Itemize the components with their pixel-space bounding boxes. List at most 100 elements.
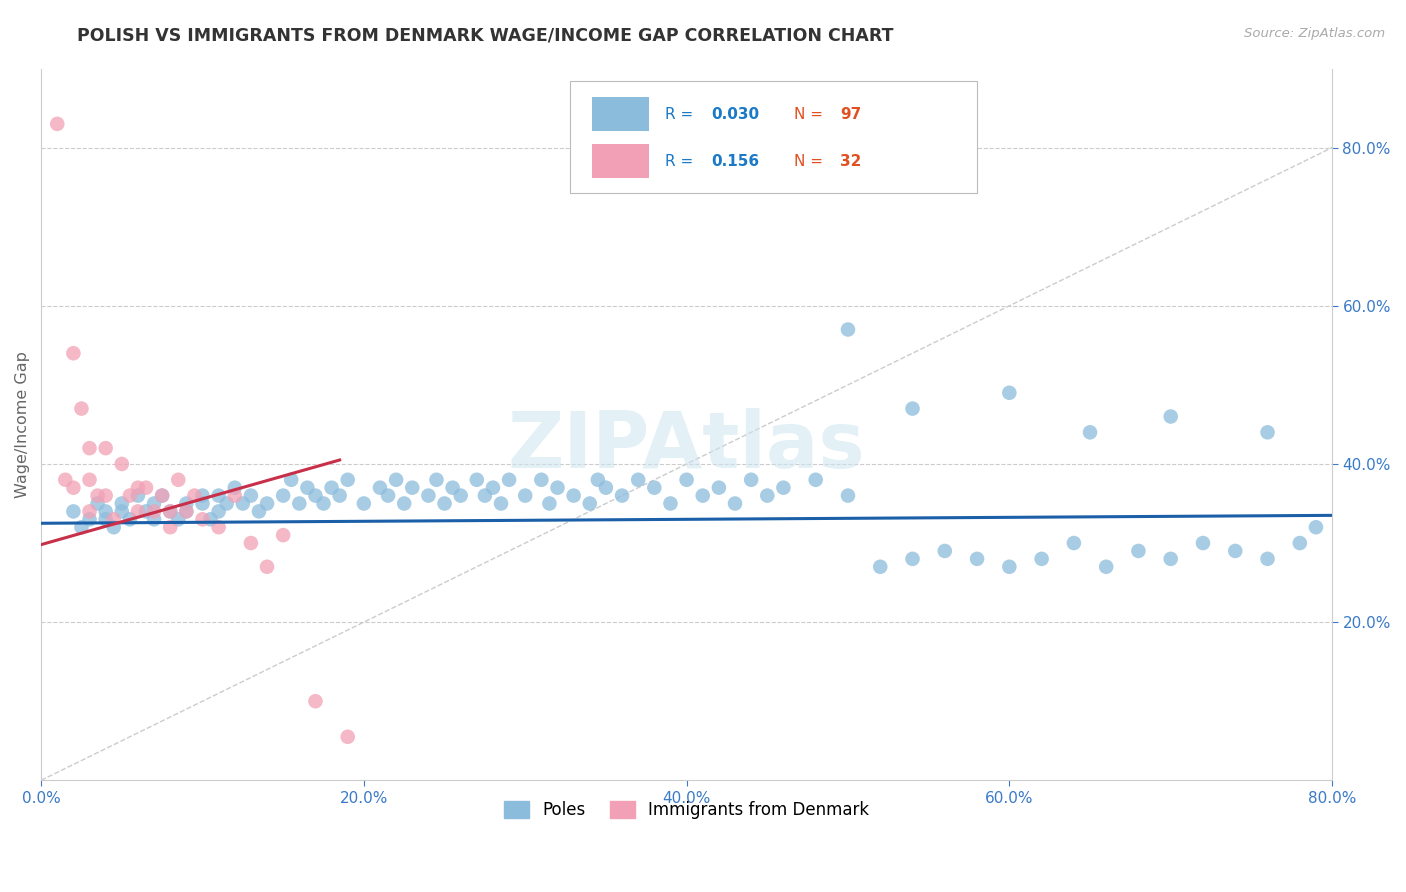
Point: [127, 504, 149, 518]
Point: [998, 559, 1021, 574]
Point: [118, 489, 141, 503]
Point: [127, 481, 149, 495]
Point: [321, 481, 343, 495]
Text: Source: ZipAtlas.com: Source: ZipAtlas.com: [1244, 27, 1385, 40]
Point: [207, 520, 229, 534]
Point: [79, 473, 101, 487]
Point: [515, 489, 537, 503]
Point: [280, 473, 302, 487]
Point: [215, 496, 238, 510]
Point: [707, 481, 730, 495]
Point: [329, 489, 352, 503]
Point: [1257, 552, 1279, 566]
Point: [425, 473, 447, 487]
Point: [135, 504, 157, 518]
Point: [127, 489, 149, 503]
Point: [150, 489, 173, 503]
Text: N =: N =: [794, 153, 828, 169]
Point: [207, 489, 229, 503]
Point: [143, 512, 166, 526]
Point: [377, 489, 399, 503]
Point: [1031, 552, 1053, 566]
Y-axis label: Wage/Income Gap: Wage/Income Gap: [15, 351, 30, 498]
Point: [433, 496, 456, 510]
Point: [772, 481, 794, 495]
Point: [336, 473, 359, 487]
Point: [94, 512, 117, 526]
Point: [135, 481, 157, 495]
Point: [643, 481, 665, 495]
Point: [578, 496, 600, 510]
Point: [441, 481, 464, 495]
Point: [79, 512, 101, 526]
Point: [159, 504, 181, 518]
Point: [530, 473, 553, 487]
Text: R =: R =: [665, 106, 697, 121]
Point: [966, 552, 988, 566]
Point: [482, 481, 505, 495]
Point: [103, 520, 125, 534]
Legend: Poles, Immigrants from Denmark: Poles, Immigrants from Denmark: [496, 794, 876, 825]
Point: [191, 512, 214, 526]
Point: [837, 489, 859, 503]
Text: R =: R =: [665, 153, 697, 169]
Point: [288, 496, 311, 510]
Point: [385, 473, 408, 487]
Point: [159, 504, 181, 518]
Point: [756, 489, 779, 503]
Point: [232, 496, 254, 510]
Point: [659, 496, 682, 510]
Point: [392, 496, 415, 510]
Point: [94, 441, 117, 455]
Point: [562, 489, 585, 503]
Point: [692, 489, 714, 503]
Point: [79, 504, 101, 518]
Point: [1288, 536, 1310, 550]
Point: [191, 489, 214, 503]
Point: [176, 496, 198, 510]
Point: [176, 504, 198, 518]
Point: [998, 385, 1021, 400]
Point: [498, 473, 520, 487]
Point: [610, 489, 633, 503]
Point: [239, 536, 262, 550]
Point: [256, 496, 278, 510]
Point: [489, 496, 512, 510]
Point: [62, 504, 84, 518]
FancyBboxPatch shape: [571, 80, 977, 193]
Point: [336, 730, 359, 744]
Point: [143, 504, 166, 518]
Point: [869, 559, 891, 574]
Point: [450, 489, 472, 503]
Point: [111, 457, 134, 471]
Point: [675, 473, 697, 487]
Point: [224, 489, 246, 503]
Point: [271, 489, 294, 503]
Point: [297, 481, 319, 495]
Point: [247, 504, 270, 518]
Point: [94, 504, 117, 518]
Point: [103, 512, 125, 526]
Point: [207, 504, 229, 518]
Point: [86, 489, 108, 503]
Text: 32: 32: [841, 153, 862, 169]
Point: [1257, 425, 1279, 440]
Text: N =: N =: [794, 106, 828, 121]
Point: [304, 694, 326, 708]
Point: [586, 473, 609, 487]
Point: [86, 496, 108, 510]
Point: [1128, 544, 1150, 558]
Point: [901, 401, 924, 416]
Point: [94, 489, 117, 503]
Point: [401, 481, 423, 495]
Point: [474, 489, 496, 503]
Point: [176, 504, 198, 518]
Point: [46, 117, 69, 131]
Point: [353, 496, 375, 510]
FancyBboxPatch shape: [592, 144, 650, 178]
Point: [740, 473, 762, 487]
Point: [934, 544, 956, 558]
Point: [418, 489, 440, 503]
Point: [304, 489, 326, 503]
Point: [118, 512, 141, 526]
